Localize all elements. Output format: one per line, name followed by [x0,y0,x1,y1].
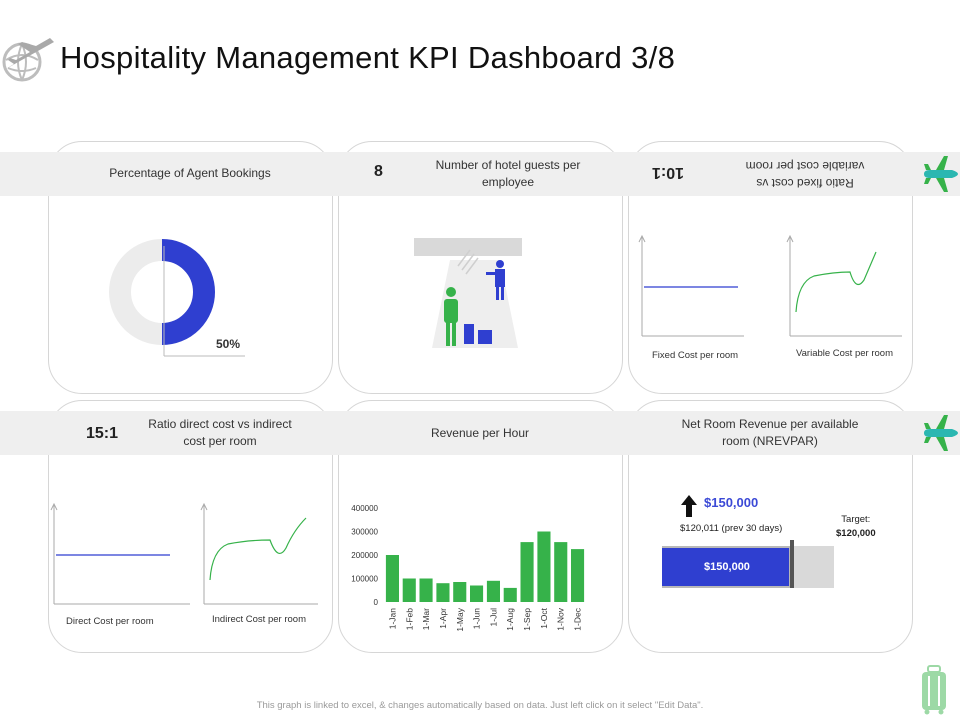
bar-1-Sep [520,542,534,602]
x-tick-label: 1-Jul [488,608,498,627]
nrevpar-target: Target: $120,000 [836,513,876,541]
x-tick-label: 1-Feb [404,608,414,630]
target-label: Target: [841,514,871,525]
fixed-cost-chart [638,234,744,337]
bar-1-Jul [486,580,500,602]
bar-1-Nov [554,542,568,602]
y-tick-label: 0 [374,598,379,607]
direct-indirect-value: 15:1 [86,425,119,442]
variable-cost-label: Variable Cost per room [796,348,893,359]
bar-1-Feb [402,578,416,602]
fixed-variable-value: 10:1 [652,164,685,181]
direct-cost-label: Direct Cost per room [66,616,154,627]
bar-1-Dec [571,549,585,602]
header-band-top [0,152,960,196]
bar-1-Jan [385,555,399,602]
guests-per-employee-label: Number of hotel guests per employee [435,158,581,189]
indirect-cost-label: Indirect Cost per room [212,614,306,625]
bar-1-May [453,582,467,602]
x-tick-label: 1-Apr [438,608,448,629]
target-value: $120,000 [836,528,876,539]
x-tick-label: 1-Aug [505,608,515,631]
agent-bookings-value: 50% [216,337,241,351]
y-tick-label: 400000 [351,504,378,513]
fixed-cost-label: Fixed Cost per room [652,350,739,361]
direct-cost-chart [50,502,190,605]
airplane-icon [924,156,958,192]
x-tick-label: 1-Nov [556,607,566,630]
x-tick-label: 1-Sep [522,608,532,631]
bar-1-Apr [436,583,450,602]
variable-cost-chart [786,234,902,337]
bar-1-Oct [537,531,551,602]
agent-bookings-donut [109,239,245,357]
x-tick-label: 1-Mar [421,608,431,630]
guests-per-employee-value: 8 [374,163,383,180]
bar-1-Aug [503,587,517,602]
y-tick-label: 300000 [351,528,378,537]
agent-bookings-label: Percentage of Agent Bookings [109,166,271,180]
x-tick-label: 1-Jan [387,608,397,630]
nrevpar-bar-label: $150,000 [704,561,750,573]
y-tick-label: 100000 [351,575,378,584]
nrevpar-bar-fill [662,548,789,586]
bar-1-Jun [470,585,484,602]
nrevpar-label: Net Room Revenue per available room (NRE… [681,417,859,448]
x-tick-label: 1-Dec [573,607,583,630]
header-band-bottom [0,411,960,455]
nrevpar-prev: $120,011 (prev 30 days) [680,523,783,534]
x-tick-label: 1-Oct [539,607,549,628]
x-tick-label: 1-Jun [472,608,482,630]
hotel-reception-illustration [414,238,522,348]
y-tick-label: 200000 [351,551,378,560]
nrevpar-target-marker [790,540,794,588]
x-tick-label: 1-May [455,607,465,631]
direct-indirect-label: Ratio direct cost vs indirect cost per r… [148,417,292,448]
page-title: Hospitality Management KPI Dashboard 3/8 [60,40,676,75]
bar-1-Mar [419,578,433,602]
nrevpar-value: $150,000 [704,495,759,510]
arrow-up-icon [681,495,697,517]
globe-plane-logo-icon [2,38,54,82]
donut-filled-segment [161,239,215,345]
fixed-variable-label: Ratio fixed cost vs variable cost per ro… [745,159,865,190]
footer-note: This graph is linked to excel, & changes… [256,700,704,711]
luggage-icon [922,665,946,715]
indirect-cost-chart [200,502,318,605]
revenue-per-hour-label: Revenue per Hour [430,426,530,440]
airplane-icon [924,415,958,451]
revenue-per-hour-chart: 0 100000 200000 300000 400000 1-Jan 1-Feb 1-Mar… [351,504,585,632]
